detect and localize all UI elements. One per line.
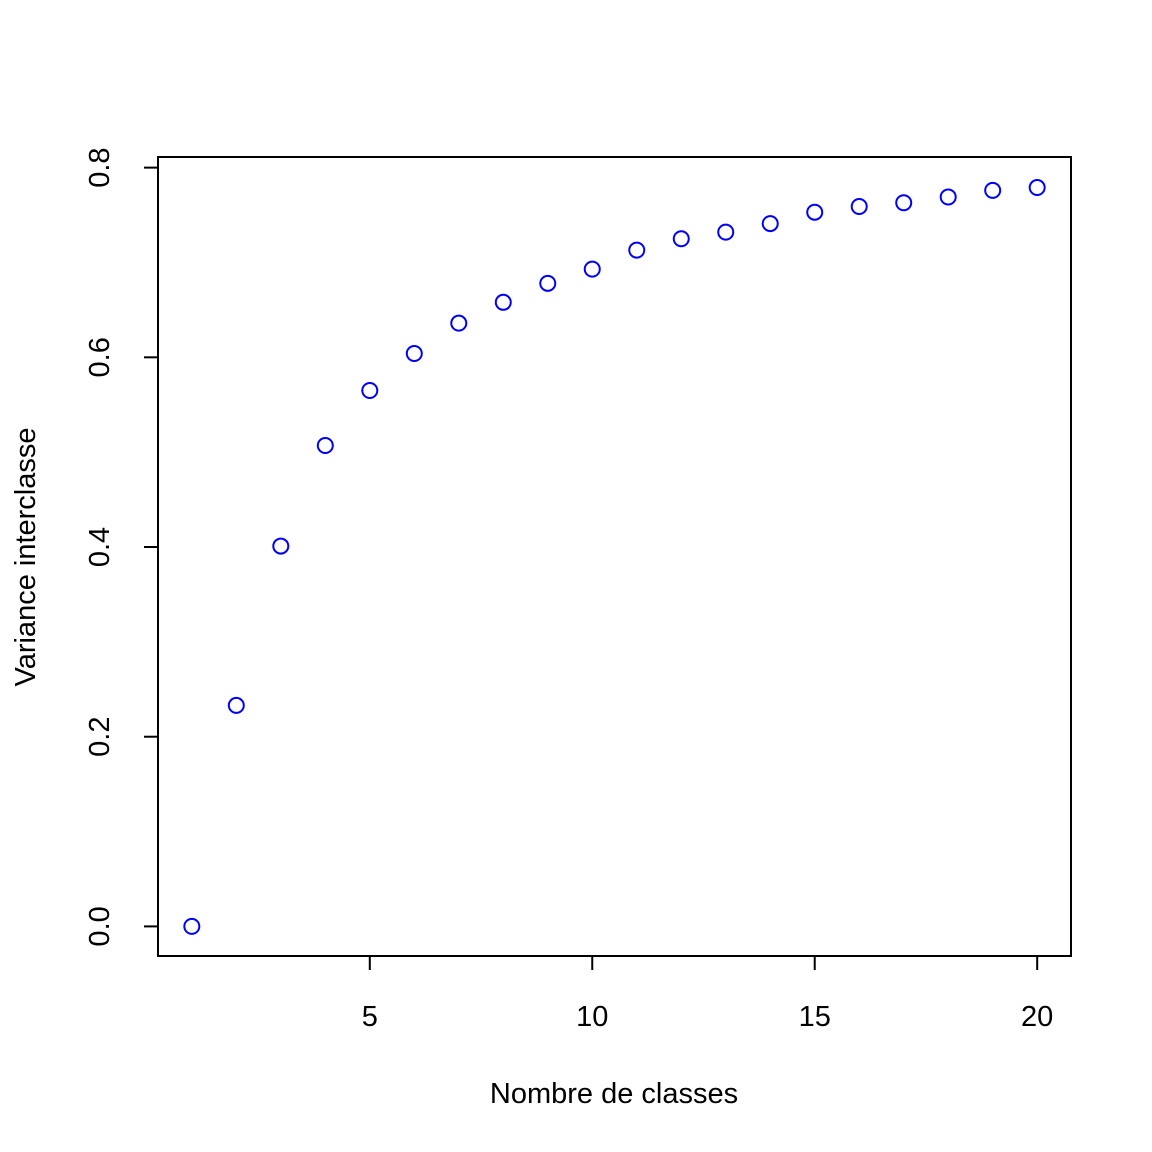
data-point (761, 215, 779, 233)
data-point (316, 437, 334, 455)
data-point (583, 260, 601, 278)
y-axis: 0.0 0.2 0.4 0.6 0.8 (84, 147, 159, 947)
data-point (1028, 179, 1046, 197)
data-point (850, 198, 868, 216)
x-tick-label: 20 (1021, 1001, 1053, 1033)
data-point (450, 314, 468, 332)
x-tick-label: 5 (362, 1001, 378, 1033)
data-point (717, 223, 735, 241)
y-tick-label: 0.2 (84, 717, 116, 757)
x-tick-label: 15 (799, 1001, 831, 1033)
x-tick-label: 10 (576, 1001, 608, 1033)
data-point (494, 293, 512, 311)
x-axis: 5 10 15 20 (362, 955, 1053, 1033)
y-tick-label: 0.6 (84, 337, 116, 377)
data-point (183, 917, 201, 935)
data-point (539, 274, 557, 292)
x-axis-label: Nombre de classes (490, 1078, 738, 1110)
data-point (405, 345, 423, 363)
data-point (939, 188, 957, 206)
data-point (895, 194, 913, 212)
data-points (183, 179, 1046, 935)
y-tick-label: 0.4 (84, 527, 116, 567)
data-point (806, 203, 824, 221)
data-point (672, 230, 690, 248)
data-point (628, 241, 646, 259)
data-point (272, 537, 290, 555)
y-tick-label: 0.8 (84, 147, 116, 187)
data-point (984, 181, 1002, 199)
y-axis-label: Variance interclasse (10, 428, 42, 687)
data-point (361, 382, 379, 400)
y-tick-label: 0.0 (84, 906, 116, 946)
data-point (227, 696, 245, 714)
